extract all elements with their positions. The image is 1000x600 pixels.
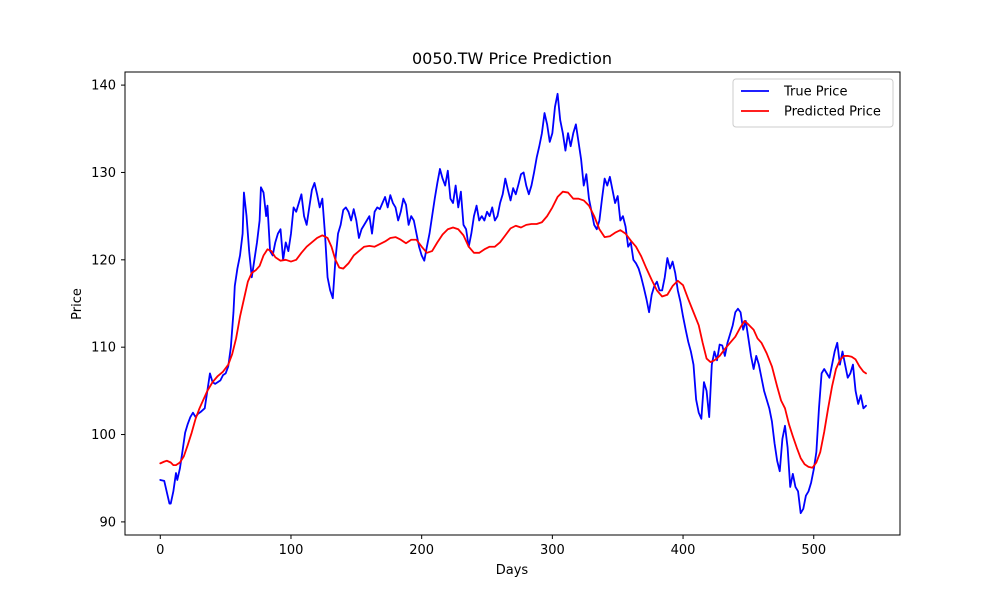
legend: True Price Predicted Price bbox=[732, 78, 894, 128]
series-line-true-price bbox=[159, 92, 867, 515]
y-tick-label: 140 bbox=[91, 79, 116, 94]
x-tick-label: 300 bbox=[540, 543, 565, 558]
x-tick-label: 200 bbox=[409, 543, 434, 558]
chart-title: 0050.TW Price Prediction bbox=[412, 49, 612, 68]
x-axis: 0 100 200 300 400 500 bbox=[156, 535, 826, 558]
x-tick-label: 100 bbox=[279, 543, 304, 558]
legend-box bbox=[732, 78, 894, 128]
y-tick-label: 90 bbox=[99, 515, 116, 530]
y-axis: 90 100 110 120 130 140 bbox=[91, 79, 125, 530]
series-layer bbox=[159, 92, 867, 515]
plot-frame bbox=[124, 71, 901, 536]
y-tick-label: 120 bbox=[91, 253, 116, 268]
legend-label-true-price: True Price bbox=[783, 85, 847, 100]
y-tick-label: 100 bbox=[91, 428, 116, 443]
y-tick-label: 130 bbox=[91, 166, 116, 181]
y-tick-label: 110 bbox=[91, 341, 116, 356]
legend-label-predicted-price: Predicted Price bbox=[784, 105, 881, 120]
y-axis-label: Price bbox=[70, 288, 85, 320]
x-axis-label: Days bbox=[496, 563, 529, 578]
x-tick-label: 500 bbox=[801, 543, 826, 558]
x-tick-label: 400 bbox=[671, 543, 696, 558]
x-tick-label: 0 bbox=[156, 543, 164, 558]
series-line-predicted-price bbox=[159, 190, 867, 469]
